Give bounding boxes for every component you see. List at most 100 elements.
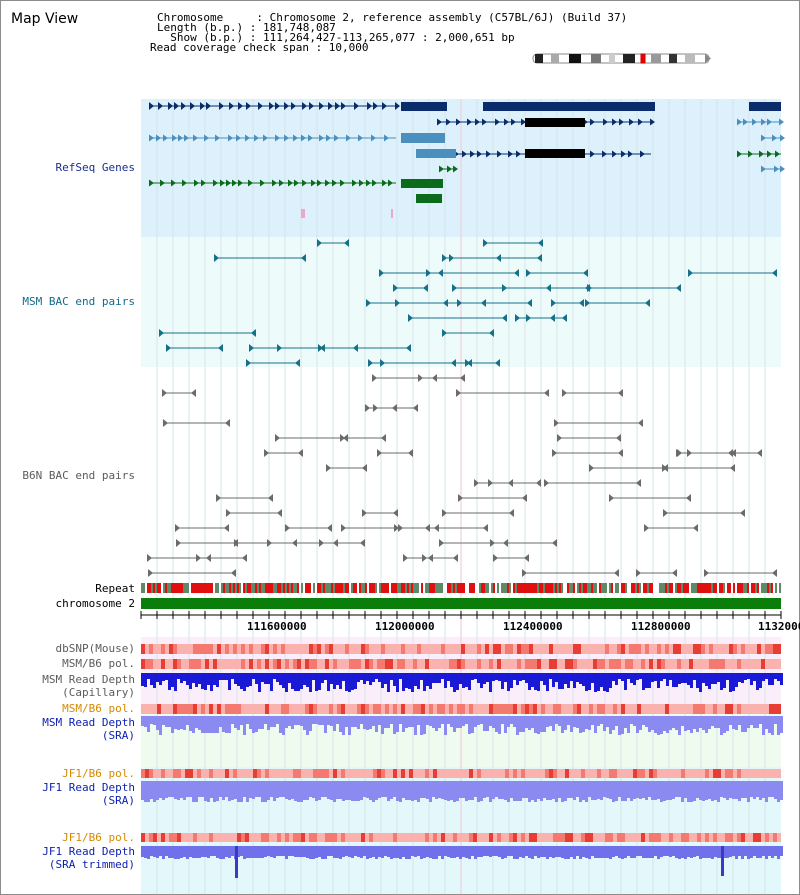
depth-bar [453,846,456,858]
pol-heat-cell [281,704,285,714]
pol-heat-cell [413,769,417,778]
depth-bar [561,716,564,733]
depth-bar [603,846,606,858]
pol-heat-cell [401,769,405,778]
depth-bar [219,846,222,859]
depth-bar [585,716,588,729]
depth-bar [543,673,546,685]
pol-heat-cell [189,769,193,778]
pol-heat-cell [597,659,601,669]
depth-bar [246,846,249,858]
depth-bar [609,673,612,688]
pol-heat-cell [601,833,605,842]
depth-bar [552,716,555,731]
gene-exon [149,179,154,187]
repeat-mark [541,583,543,593]
pol-heat-cell [157,833,161,842]
pol-heat-cell [289,833,293,842]
pol-heat-cell [473,659,477,669]
depth-bar [690,716,693,733]
pol-heat-cell [661,704,665,714]
bac-end [234,539,239,547]
depth-bar [726,673,729,680]
depth-bar [615,846,618,856]
depth-bar [735,716,738,730]
pol-heat-cell [749,644,753,654]
repeat-mark [375,583,377,593]
depth-bar [267,673,270,684]
pol-heat-cell [693,833,697,842]
depth-bar [657,716,660,735]
depth-bar [183,716,186,730]
depth-bar [663,846,666,856]
pol-heat-cell [165,769,169,778]
depth-bar [765,781,768,802]
pol-heat-cell [717,769,721,778]
repeat-mark [411,583,413,593]
bac-end [326,464,331,472]
gene-exon [332,179,337,187]
depth-bar [459,716,462,728]
depth-bar [438,673,441,683]
depth-bar [534,673,537,690]
pol-heat-cell [365,704,369,714]
pol-heat-cell [377,769,381,778]
pol-heat-cell [465,769,469,778]
pol-heat-cell [233,704,237,714]
depth-bar [345,673,348,691]
chromosome-ideogram[interactable] [529,51,715,67]
pol-heat-cell [313,769,317,778]
pol-heat-cell [497,644,501,654]
depth-bar [762,716,765,735]
repeat-mark [227,583,229,593]
depth-bar [705,716,708,733]
gene-exon [284,134,289,142]
pol-heat-cell [265,833,269,842]
depth-bar [708,781,711,799]
pol-heat-cell [405,704,409,714]
pol-heat-cell [637,704,641,714]
pol-heat-cell [377,644,381,654]
depth-bar [213,846,216,856]
depth-bar [402,673,405,691]
repeat-mark [145,583,147,593]
bac-end [452,284,457,292]
repeat-mark [389,583,391,593]
pol-heat-cell [237,644,241,654]
repeat-mark [603,583,605,593]
gene-exon [603,118,608,126]
pol-heat-cell [525,659,529,669]
pol-heat-cell [657,659,661,669]
bac-end [224,524,229,532]
pol-heat-cell [541,769,545,778]
pol-heat-cell [301,769,305,778]
depth-bar [204,716,207,733]
pol-heat-cell [665,659,669,669]
pol-heat-cell [385,644,389,654]
bac-end [524,554,529,562]
pol-heat-cell [501,769,505,778]
pol-heat-cell [637,833,641,842]
depth-bar [552,781,555,799]
depth-bar [570,781,573,798]
pol-heat-cell [285,644,289,654]
repeat-mark [447,583,449,593]
bac-end [196,554,201,562]
depth-bar [753,673,756,681]
depth-bar [639,716,642,730]
pol-heat-cell [273,704,277,714]
depth-bar [495,673,498,680]
depth-bar [579,846,582,859]
depth-bar [738,846,741,856]
depth-bar [282,673,285,688]
depth-bar [375,673,378,679]
pol-heat-cell [573,769,577,778]
depth-bar [228,846,231,858]
depth-bar [558,673,561,689]
bac-end [503,539,508,547]
bac-end [242,554,247,562]
repeat-mark [671,583,673,593]
pol-heat-cell [457,769,461,778]
gene-exon [382,179,387,187]
